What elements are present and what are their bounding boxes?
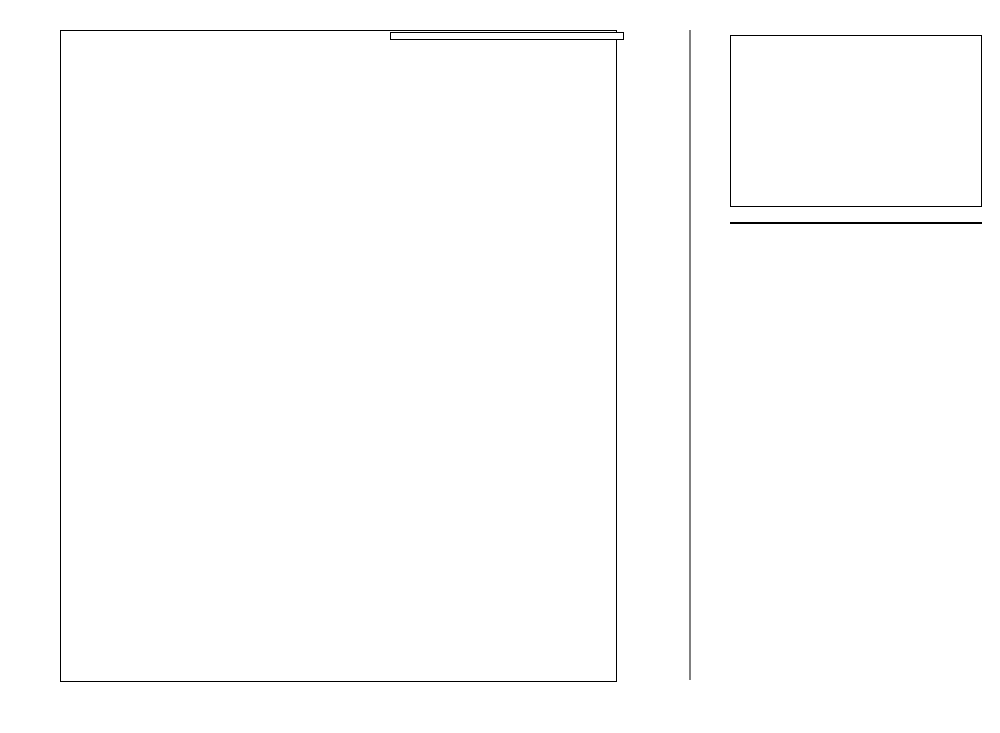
hodograph bbox=[730, 35, 982, 207]
wind-barb-column bbox=[665, 30, 715, 680]
indices-table bbox=[730, 222, 982, 224]
skewt-diagram-container bbox=[0, 0, 1000, 733]
y-axis-right-label bbox=[625, 12, 665, 26]
legend bbox=[390, 32, 624, 40]
skewt-plot bbox=[60, 30, 617, 682]
